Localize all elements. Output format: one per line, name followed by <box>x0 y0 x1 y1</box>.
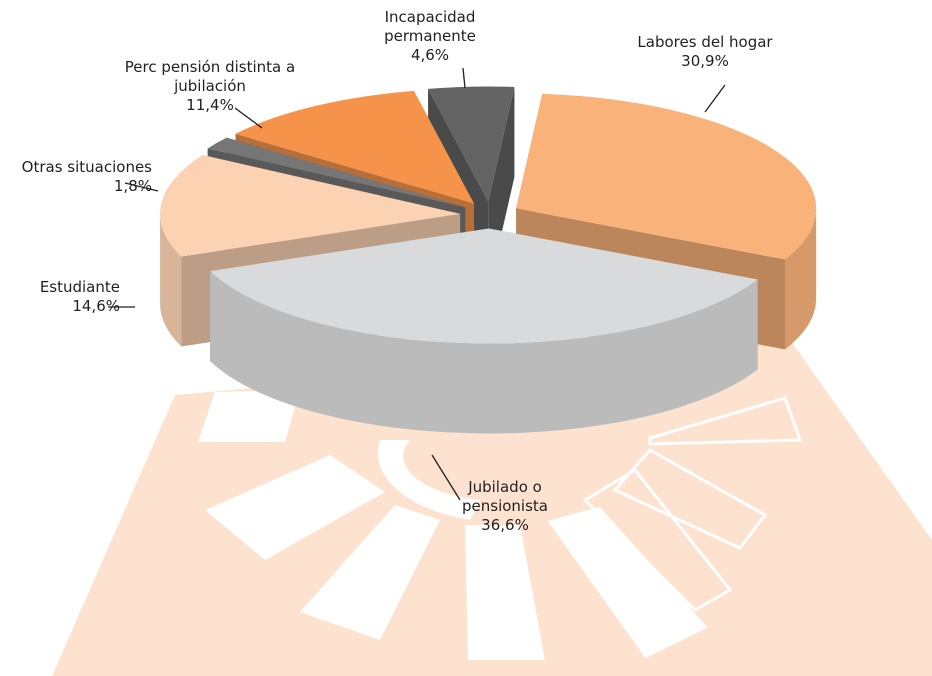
slice-top <box>235 90 475 204</box>
slice-value: 4,6% <box>410 46 450 64</box>
slice-label: Estudiante 14,6% <box>0 278 120 316</box>
slice-top <box>160 154 461 257</box>
slice-outer-wall <box>160 213 182 347</box>
leader-line <box>124 182 159 192</box>
slice-label: Labores del hogar 30,9% <box>605 33 805 71</box>
slice-label: Otras situaciones 1,8% <box>0 158 152 196</box>
background-emblem <box>52 340 932 676</box>
slice-name: Incapacidad permanente <box>384 8 476 45</box>
slice-value: 30,9% <box>681 52 729 70</box>
slice-top <box>207 137 466 208</box>
slice-name: Perc pensión distinta a jubilación <box>124 58 296 95</box>
slice-top <box>516 93 817 260</box>
slice-name: Otras situaciones <box>21 158 152 176</box>
slice-label: Perc pensión distinta a jubilación 11,4% <box>110 58 310 115</box>
leader-line <box>704 84 726 113</box>
slice-label: Jubilado o pensionista 36,6% <box>445 478 565 535</box>
leader-line <box>431 454 461 501</box>
slice-outer-wall <box>210 271 758 434</box>
slice <box>210 228 758 434</box>
slice-top <box>428 86 515 202</box>
leader-line <box>462 67 466 89</box>
pie <box>160 86 817 434</box>
slice-outer-wall <box>784 208 817 350</box>
slice-value: 1,8% <box>113 177 152 195</box>
leader-line <box>234 107 263 129</box>
slice-value: 11,4% <box>186 96 234 114</box>
slice-value: 14,6% <box>72 297 120 315</box>
slice-name: Labores del hogar <box>637 33 773 51</box>
slice-label: Incapacidad permanente 4,6% <box>370 8 490 65</box>
slice-top <box>210 228 758 344</box>
slice-name: Jubilado o pensionista <box>462 478 548 515</box>
slice-value: 36,6% <box>481 516 529 534</box>
slice-name: Estudiante <box>39 278 120 296</box>
